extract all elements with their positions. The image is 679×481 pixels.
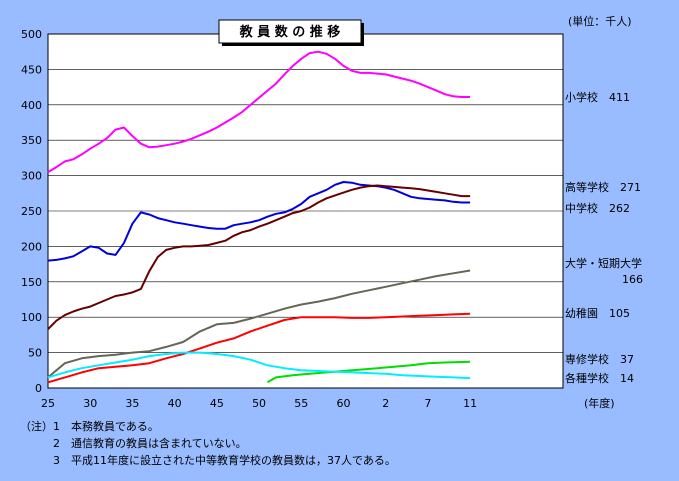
x-tick-label: 40 xyxy=(168,397,182,410)
y-tick-label: 0 xyxy=(35,382,42,395)
y-tick-label: 450 xyxy=(21,63,42,76)
label-misc: 各種学校 14 xyxy=(565,371,634,385)
high-line xyxy=(47,181,471,262)
y-tick-label: 250 xyxy=(21,205,42,218)
x-tick-label: 35 xyxy=(125,397,139,410)
x-tick-label: 50 xyxy=(252,397,266,410)
x-tick-label: 7 xyxy=(424,397,431,410)
label-special-training: 専修学校 37 xyxy=(565,352,634,366)
y-tick-label: 50 xyxy=(28,347,42,360)
x-tick-label: 30 xyxy=(83,397,97,410)
x-tick-label: 45 xyxy=(210,397,224,410)
x-tick-label: 11 xyxy=(463,397,477,410)
chart-title: 教 員 数 の 推 移 xyxy=(239,24,341,40)
x-tick-label: 60 xyxy=(336,397,350,410)
label-junior-high: 中学校 262 xyxy=(565,201,630,215)
footnote-3: 3 平成11年度に設立された中等教育学校の教員数は，37人である。 xyxy=(20,454,396,467)
y-tick-label: 300 xyxy=(21,170,42,183)
y-tick-label: 150 xyxy=(21,276,42,289)
kindergarten-line xyxy=(47,312,471,384)
y-tick-label: 100 xyxy=(21,311,42,324)
label-university: 大学・短期大学 xyxy=(565,256,642,270)
y-tick-label: 500 xyxy=(21,28,42,41)
x-tick-label: 25 xyxy=(41,397,55,410)
label-university-value: 166 xyxy=(622,273,643,286)
x-tick-label: 55 xyxy=(294,397,308,410)
label-high: 高等学校 271 xyxy=(565,180,641,194)
unit-label: (単位：千人) xyxy=(568,14,632,28)
footnotes: （注）1 本務教員である。 2 通信教育の教員は含まれていない。 3 平成11年… xyxy=(20,418,396,469)
label-elementary: 小学校 411 xyxy=(565,90,630,104)
x-tick-label: 2 xyxy=(382,397,389,410)
y-tick-label: 200 xyxy=(21,240,42,253)
y-tick-label: 400 xyxy=(21,99,42,112)
university-line xyxy=(47,269,471,379)
title-box xyxy=(218,19,362,44)
special-training-line xyxy=(267,360,471,384)
footnote-2: 2 通信教育の教員は含まれていない。 xyxy=(20,437,247,450)
y-tick-label: 350 xyxy=(21,134,42,147)
elementary-line xyxy=(47,50,471,173)
footnote-1: （注）1 本務教員である。 xyxy=(20,420,159,433)
misc-line xyxy=(47,351,471,380)
x-axis-label: (年度) xyxy=(584,396,615,410)
label-kindergarten: 幼稚園 105 xyxy=(565,307,630,320)
junior-high-line xyxy=(47,184,471,330)
